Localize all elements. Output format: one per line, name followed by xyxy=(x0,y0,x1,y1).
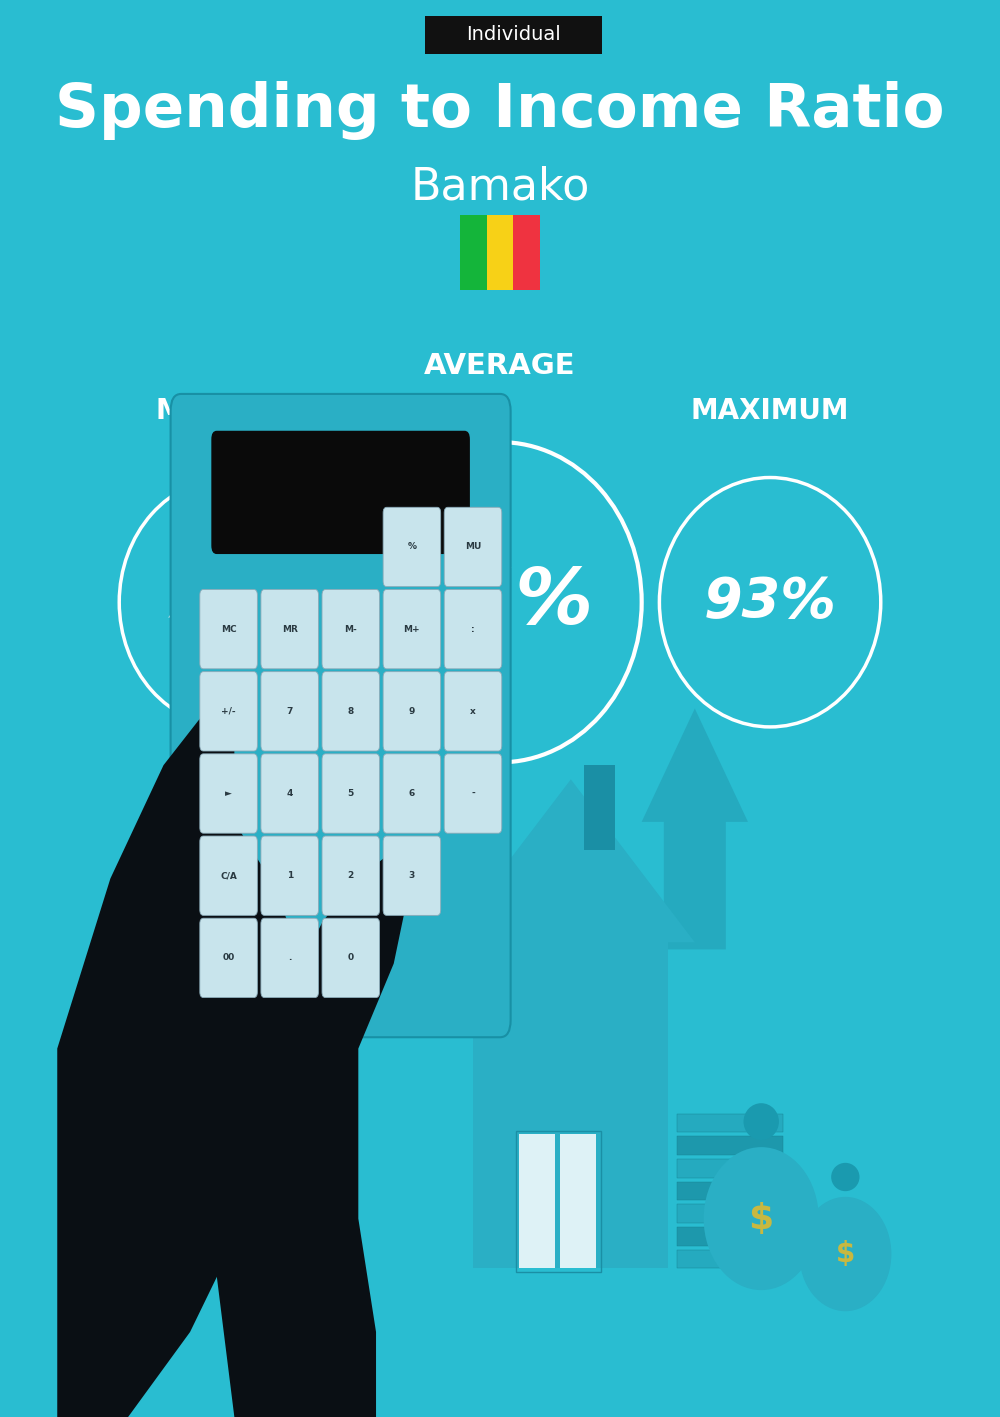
Bar xyxy=(677,1159,783,1178)
FancyBboxPatch shape xyxy=(261,672,318,751)
FancyBboxPatch shape xyxy=(383,589,441,669)
Text: x: x xyxy=(470,707,476,716)
Bar xyxy=(425,16,602,54)
Polygon shape xyxy=(217,850,411,1417)
Text: MC: MC xyxy=(221,625,236,633)
FancyBboxPatch shape xyxy=(444,754,502,833)
Polygon shape xyxy=(217,1247,376,1417)
Text: $: $ xyxy=(836,1240,855,1268)
Polygon shape xyxy=(57,1219,234,1417)
Text: 6: 6 xyxy=(409,789,415,798)
Ellipse shape xyxy=(744,1104,779,1141)
Polygon shape xyxy=(642,708,748,949)
FancyBboxPatch shape xyxy=(171,394,511,1037)
FancyBboxPatch shape xyxy=(444,589,502,669)
Text: +/-: +/- xyxy=(221,707,236,716)
Text: 93%: 93% xyxy=(704,575,837,629)
Text: -: - xyxy=(471,789,475,798)
FancyBboxPatch shape xyxy=(200,754,257,833)
Bar xyxy=(677,1114,783,1132)
Text: 00: 00 xyxy=(222,954,235,962)
FancyBboxPatch shape xyxy=(383,754,441,833)
Text: 4: 4 xyxy=(287,789,293,798)
Text: Individual: Individual xyxy=(466,26,561,44)
FancyBboxPatch shape xyxy=(261,836,318,915)
Ellipse shape xyxy=(799,1197,891,1311)
Bar xyxy=(487,214,513,290)
Text: MR: MR xyxy=(282,625,298,633)
Bar xyxy=(677,1250,783,1268)
FancyBboxPatch shape xyxy=(444,507,502,587)
FancyBboxPatch shape xyxy=(383,507,441,587)
Polygon shape xyxy=(270,708,376,949)
Text: M-: M- xyxy=(344,625,357,633)
FancyBboxPatch shape xyxy=(261,754,318,833)
Text: MU: MU xyxy=(465,543,481,551)
FancyBboxPatch shape xyxy=(200,589,257,669)
Text: 7: 7 xyxy=(287,707,293,716)
Text: 0: 0 xyxy=(348,954,354,962)
Text: ►: ► xyxy=(225,789,232,798)
Ellipse shape xyxy=(831,1163,860,1192)
Text: 8: 8 xyxy=(348,707,354,716)
Bar xyxy=(473,942,668,1268)
Bar xyxy=(516,1131,601,1272)
Text: MAXIMUM: MAXIMUM xyxy=(691,397,849,425)
FancyBboxPatch shape xyxy=(383,672,441,751)
Text: :: : xyxy=(471,625,475,633)
FancyBboxPatch shape xyxy=(261,589,318,669)
Ellipse shape xyxy=(704,1148,819,1289)
Text: Spending to Income Ratio: Spending to Income Ratio xyxy=(55,81,945,140)
Text: 3: 3 xyxy=(409,871,415,880)
FancyBboxPatch shape xyxy=(261,918,318,998)
Text: M+: M+ xyxy=(404,625,420,633)
FancyBboxPatch shape xyxy=(211,431,470,554)
Text: AVERAGE: AVERAGE xyxy=(424,351,576,380)
Bar xyxy=(513,214,540,290)
Text: 9: 9 xyxy=(409,707,415,716)
FancyBboxPatch shape xyxy=(444,672,502,751)
Text: 85%: 85% xyxy=(407,564,593,640)
Text: 5: 5 xyxy=(348,789,354,798)
FancyBboxPatch shape xyxy=(200,836,257,915)
FancyBboxPatch shape xyxy=(383,836,441,915)
FancyBboxPatch shape xyxy=(322,836,380,915)
Text: $: $ xyxy=(749,1202,774,1236)
Text: 78%: 78% xyxy=(163,575,296,629)
FancyBboxPatch shape xyxy=(200,918,257,998)
Polygon shape xyxy=(252,708,411,992)
Bar xyxy=(584,765,615,850)
FancyBboxPatch shape xyxy=(322,754,380,833)
Bar xyxy=(677,1227,783,1246)
Text: 2: 2 xyxy=(348,871,354,880)
Text: .: . xyxy=(288,954,291,962)
Bar xyxy=(677,1204,783,1223)
Bar xyxy=(460,214,487,290)
FancyBboxPatch shape xyxy=(322,589,380,669)
Bar xyxy=(677,1182,783,1200)
Polygon shape xyxy=(447,779,695,942)
Text: 1: 1 xyxy=(287,871,293,880)
Bar xyxy=(560,1134,596,1268)
Text: C/A: C/A xyxy=(220,871,237,880)
Bar xyxy=(519,1134,555,1268)
FancyBboxPatch shape xyxy=(200,672,257,751)
Text: %: % xyxy=(407,543,416,551)
Polygon shape xyxy=(57,708,305,1417)
Bar xyxy=(677,1136,783,1155)
FancyBboxPatch shape xyxy=(322,918,380,998)
FancyBboxPatch shape xyxy=(322,672,380,751)
Text: Bamako: Bamako xyxy=(410,166,590,208)
Text: MINIMUM: MINIMUM xyxy=(155,397,304,425)
